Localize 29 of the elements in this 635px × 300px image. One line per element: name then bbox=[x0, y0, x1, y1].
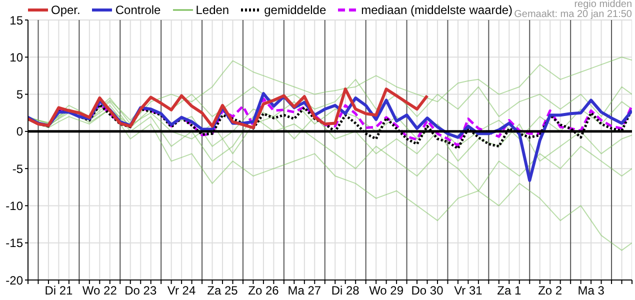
x-tick-label: Vr 31 bbox=[454, 284, 483, 298]
x-tick-label: Di 21 bbox=[44, 284, 74, 298]
legend-label: Oper. bbox=[51, 3, 80, 17]
x-tick-label: Vr 24 bbox=[167, 284, 196, 298]
x-tick-label: Za 25 bbox=[207, 284, 238, 298]
x-tick-label: Do 23 bbox=[124, 284, 157, 298]
x-tick-label: Di 28 bbox=[331, 284, 360, 298]
y-tick-label: 15 bbox=[10, 13, 24, 28]
x-tick-label: Ma 27 bbox=[288, 284, 322, 298]
y-tick-label: -10 bbox=[6, 198, 24, 213]
x-tick-label: Do 30 bbox=[411, 284, 444, 298]
x-tick-label: Za 1 bbox=[497, 284, 522, 298]
y-tick-label: -20 bbox=[6, 273, 24, 288]
y-tick-label: -15 bbox=[6, 236, 24, 250]
x-tick-label: Zo 26 bbox=[248, 284, 280, 298]
x-tick-label: Wo 22 bbox=[82, 284, 118, 298]
x-tick-label: Wo 29 bbox=[369, 284, 404, 298]
x-tick-label: Ma 3 bbox=[578, 284, 605, 298]
y-tick-label: 0 bbox=[16, 124, 24, 139]
legend-label: gemiddelde bbox=[264, 3, 326, 17]
legend-label: Controle bbox=[115, 3, 161, 17]
text: regio midden bbox=[573, 0, 632, 10]
legend-label: mediaan (middelste waarde) bbox=[361, 3, 513, 17]
y-tick-label: 10 bbox=[10, 50, 24, 64]
x-tick-label: Zo 2 bbox=[538, 284, 562, 298]
y-tick-label: -5 bbox=[12, 162, 24, 176]
legend-label: Leden bbox=[196, 3, 230, 17]
y-tick-label: 5 bbox=[16, 88, 24, 102]
text: Gemaakt: ma 20 jan 21:50 bbox=[514, 9, 632, 20]
